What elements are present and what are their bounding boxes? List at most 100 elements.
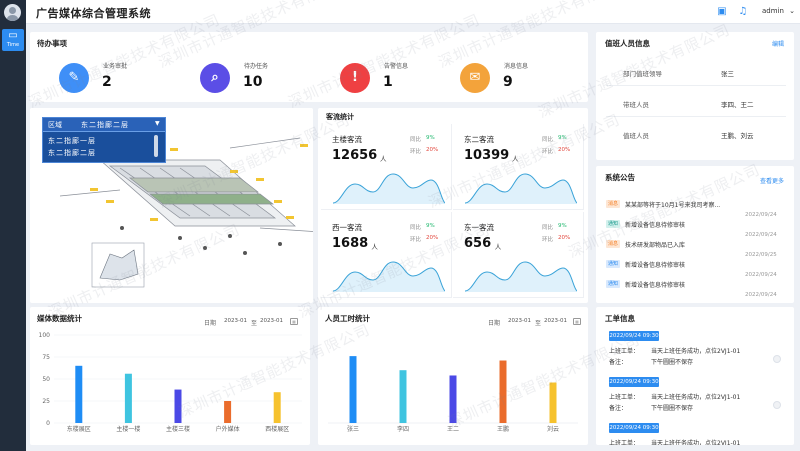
user-menu[interactable]: admin ⌄ (762, 7, 795, 15)
inbox-icon: ⌕ (211, 70, 219, 85)
todo-item-approval[interactable]: ✎ 业务审批 2 (59, 57, 189, 107)
notice-tag: 通知 (606, 260, 620, 268)
flow-value: 1688 (332, 236, 369, 251)
notice-tag: 消息 (606, 240, 620, 248)
flow-value: 10399 (464, 148, 510, 163)
bar[interactable] (349, 356, 357, 423)
notice-text: 新增设备信息待修审核 (625, 282, 686, 289)
bar[interactable] (399, 370, 407, 423)
work-order-item[interactable]: 2022/09/24 09:30 上班工单： 当天上班任务成功，点位2VJ1-01 (607, 423, 782, 445)
date-start-input[interactable]: 2023-01 (508, 318, 531, 324)
region-option[interactable]: 东二指廊一层 (48, 137, 96, 145)
flow-name: 主楼客流 (332, 135, 362, 144)
date-start-input[interactable]: 2023-01 (224, 318, 247, 324)
flow-name: 西一客流 (332, 223, 362, 232)
chat-icon: ▭ (8, 30, 18, 41)
todo-label: 业务审批 (103, 63, 128, 70)
work-order-content: 当天上班任务成功，点位2VJ1-01 (651, 440, 741, 445)
bar[interactable] (273, 392, 281, 423)
avatar[interactable] (4, 4, 21, 21)
calendar-icon[interactable]: ▦ (290, 318, 298, 325)
region-header[interactable]: 区域 东二指廊二层 ▼ (43, 118, 165, 132)
bar[interactable] (174, 389, 182, 423)
yoy-label: 同比 (542, 137, 554, 143)
work-order-note: 下午圆圈不保存 (651, 405, 694, 412)
work-order-item[interactable]: 2022/09/24 09:30 上班工单： 当天上班任务成功，点位2VJ1-01 备… (607, 377, 782, 421)
sparkline-area (333, 262, 445, 292)
calendar-icon[interactable]: ▦ (573, 318, 581, 325)
notice-item[interactable]: 通知 新增设备信息待修审核 2022/09/24 (604, 279, 790, 303)
region-label: 区域 (48, 121, 62, 129)
work-order-content: 当天上班任务成功，点位2VJ1-01 (651, 394, 741, 401)
flow-trend-sparkline (333, 261, 445, 292)
y-tick-label: 25 (42, 398, 50, 405)
notice-date: 2022/09/24 (745, 232, 777, 238)
region-value: 东二指廊二层 (81, 121, 129, 129)
todo-item-messages[interactable]: ✉ 消息信息 9 (460, 57, 590, 107)
todo-count: 9 (503, 74, 513, 90)
notice-more-link[interactable]: 查看更多 (760, 178, 785, 185)
chevron-down-icon: ⌄ (789, 7, 796, 15)
date-end-input[interactable]: 2023-01 (260, 318, 283, 324)
notice-item[interactable]: 通知 新增设备信息待修审核 2022/09/24 (604, 219, 790, 243)
sidebar: ▭ Time (0, 0, 26, 451)
mom-value: 20% (558, 235, 571, 241)
x-tick-label: 王二 (447, 426, 459, 433)
bar[interactable] (124, 373, 132, 423)
date-end-input[interactable]: 2023-01 (544, 318, 567, 324)
sparkline-area (465, 174, 577, 204)
bar[interactable] (75, 365, 83, 423)
flow-value: 12656 (332, 148, 378, 163)
flow-trend-sparkline (465, 261, 577, 292)
work-order-time: 2022/09/24 09:30 (609, 377, 659, 387)
notice-text: 新增设备信息待修审核 (625, 262, 686, 269)
flow-unit: 人 (494, 243, 502, 251)
todo-item-tasks[interactable]: ⌕ 待办任务 10 (200, 57, 330, 107)
notice-item[interactable]: 通知 新增设备信息待修审核 2022/09/24 (604, 259, 790, 283)
bar[interactable] (224, 401, 232, 423)
flow-cell[interactable]: 西一客流 1688 人 同比 9% 环比 20% (321, 212, 452, 298)
floor-map-image[interactable] (30, 108, 313, 295)
duty-value: 王鹏、刘云 (721, 132, 754, 140)
bar[interactable] (499, 360, 507, 423)
notice-date: 2022/09/24 (745, 272, 777, 278)
alert-icon: ! (352, 70, 358, 85)
bell-icon[interactable]: ♫ (738, 6, 748, 17)
work-order-type-label: 上班工单： (609, 394, 640, 401)
bar[interactable] (449, 375, 457, 423)
date-separator: 至 (251, 320, 258, 327)
region-option[interactable]: 东二指廊二层 (48, 149, 96, 157)
mom-value: 20% (426, 147, 439, 153)
notice-item[interactable]: 消息 某某部等将于10月1号来我司考察... 2022/09/24 (604, 199, 790, 223)
flow-cell[interactable]: 东二客流 10399 人 同比 9% 环比 20% (453, 124, 584, 210)
notice-item[interactable]: 消息 技术研发部物品已入库 2022/09/25 (604, 239, 790, 263)
x-tick-label: 刘云 (547, 425, 559, 433)
sparkline-line (333, 261, 445, 292)
flow-title: 客流统计 (326, 113, 354, 121)
duty-edit-link[interactable]: 编辑 (772, 41, 785, 48)
work-order-note-label: 备注： (609, 405, 628, 412)
flow-name: 东一客流 (464, 223, 494, 232)
region-select[interactable]: 区域 东二指廊二层 ▼ 东二指廊一层 东二指廊二层 (42, 117, 166, 163)
duty-card: 值班人员信息 编辑 部门值班领导 张三 带班人员 李四、王二 值班人员 王鹏、刘… (596, 32, 794, 160)
screen-icon[interactable]: ▣ (717, 6, 727, 17)
work-order-item[interactable]: 2022/09/24 09:30 上班工单： 当天上班任务成功，点位2VJ1-01 备… (607, 331, 782, 375)
notice-tag: 通知 (606, 280, 620, 288)
flow-value: 656 (464, 236, 492, 251)
region-scrollbar[interactable] (154, 135, 158, 157)
todo-count: 10 (243, 74, 263, 90)
y-tick-label: 75 (42, 354, 50, 361)
sidebar-item-time[interactable]: ▭ Time (2, 29, 24, 51)
bar[interactable] (549, 382, 557, 423)
todo-item-alerts[interactable]: ! 告警信息 1 (340, 57, 470, 107)
flow-cell[interactable]: 主楼客流 12656 人 同比 9% 环比 20% (321, 124, 452, 210)
flow-trend-sparkline (465, 173, 577, 204)
notice-text: 技术研发部物品已入库 (625, 242, 686, 249)
date-label: 日期 (488, 320, 501, 327)
y-tick-label: 50 (42, 376, 50, 383)
flow-cell[interactable]: 东一客流 656 人 同比 9% 环比 20% (453, 212, 584, 298)
mom-label: 环比 (542, 149, 554, 155)
x-tick-label: 主楼一楼 (116, 425, 140, 433)
todo-circle (460, 63, 490, 93)
work-order-time: 2022/09/24 09:30 (609, 423, 659, 433)
